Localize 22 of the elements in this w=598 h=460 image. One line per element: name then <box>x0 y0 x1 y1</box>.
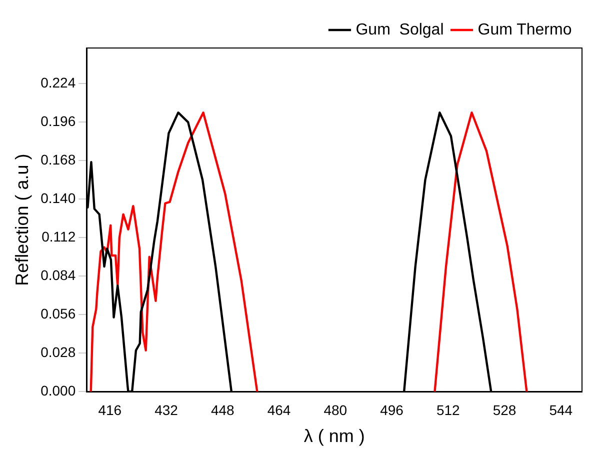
x-tick-label: 464 <box>267 402 291 418</box>
legend-label: Gum Thermo <box>478 21 572 38</box>
y-tick-label: 0.224 <box>40 74 76 91</box>
y-axis-title: Reflection ( a.u ) <box>12 154 32 286</box>
y-tick-label: 0.140 <box>40 190 76 206</box>
x-tick-label: 432 <box>154 402 178 418</box>
y-tick-label: 0.000 <box>40 382 76 398</box>
legend-label: Gum Solgal <box>356 21 444 38</box>
y-tick-label: 0.112 <box>42 228 76 245</box>
x-tick-label: 448 <box>210 402 235 418</box>
y-tick-label: 0.056 <box>40 305 76 322</box>
x-tick-label: 528 <box>492 402 516 418</box>
x-tick-label: 544 <box>549 402 573 418</box>
y-tick-label: 0.084 <box>40 267 76 284</box>
y-tick-label: 0.168 <box>40 152 76 168</box>
y-tick-label: 0.028 <box>40 344 76 360</box>
x-axis-title: λ ( nm ) <box>304 426 365 446</box>
x-tick-label: 496 <box>380 402 404 418</box>
x-tick-label: 480 <box>324 402 348 418</box>
x-tick-label: 512 <box>436 402 460 418</box>
y-tick-label: 0.196 <box>40 113 76 130</box>
x-tick-label: 416 <box>98 402 122 418</box>
